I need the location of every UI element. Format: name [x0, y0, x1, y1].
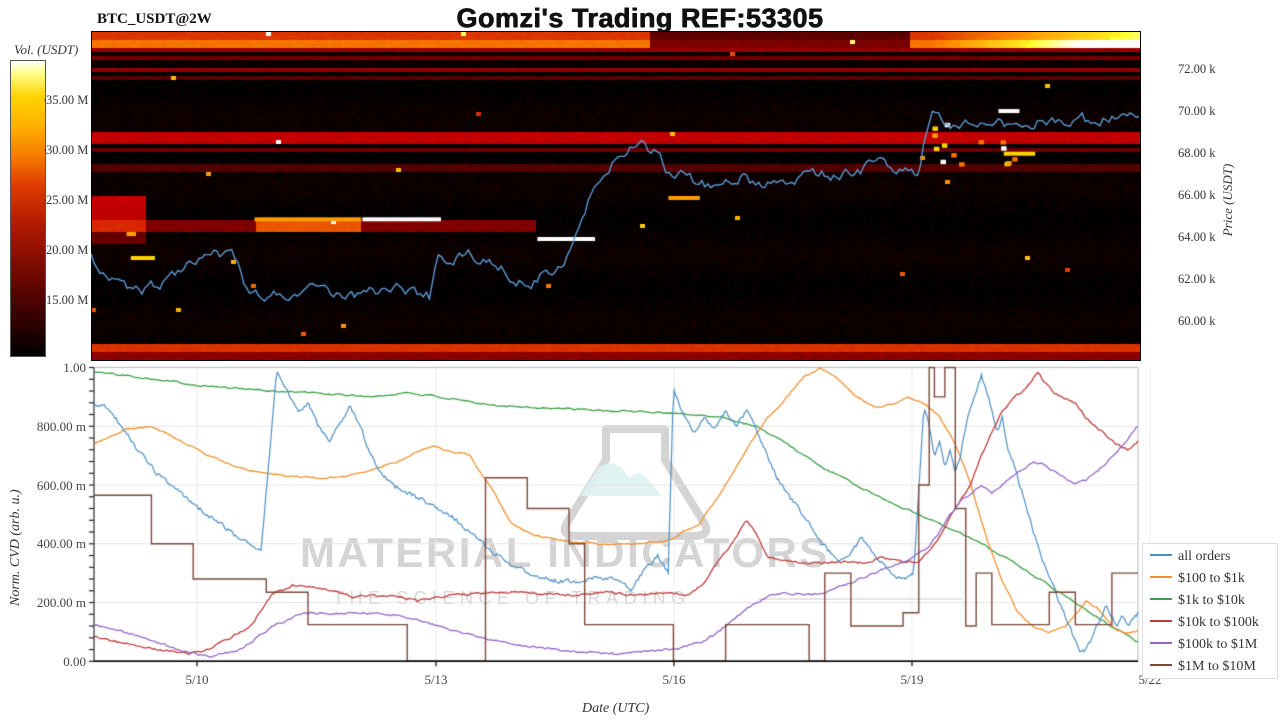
- svg-text:70.00 k: 70.00 k: [1178, 104, 1216, 118]
- svg-text:68.00 k: 68.00 k: [1178, 146, 1216, 160]
- svg-text:62.00 k: 62.00 k: [1178, 272, 1216, 286]
- svg-text:60.00 k: 60.00 k: [1178, 314, 1216, 328]
- svg-text:Price (USDT): Price (USDT): [1220, 164, 1235, 238]
- svg-text:72.00 k: 72.00 k: [1178, 62, 1216, 76]
- svg-text:64.00 k: 64.00 k: [1178, 230, 1216, 244]
- svg-text:66.00 k: 66.00 k: [1178, 188, 1216, 202]
